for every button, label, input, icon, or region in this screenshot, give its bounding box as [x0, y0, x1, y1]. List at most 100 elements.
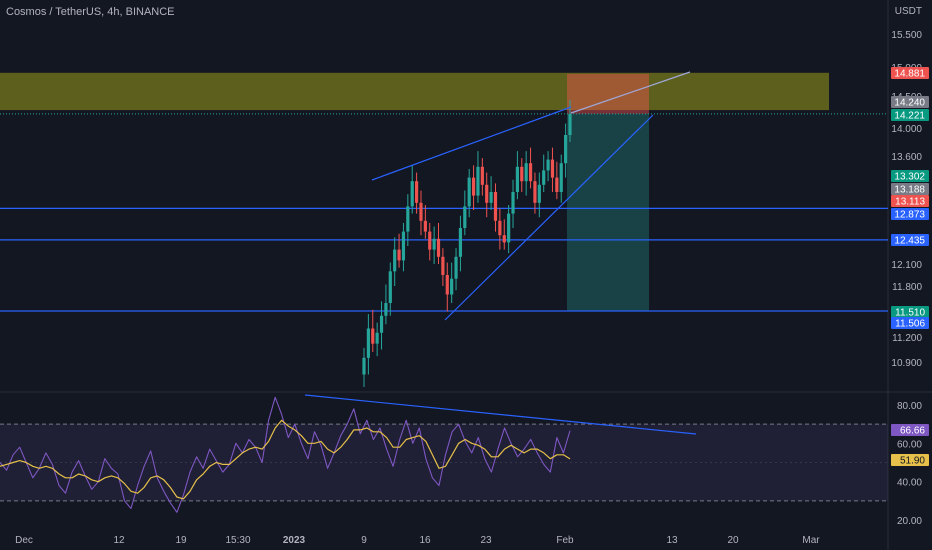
candle-body — [507, 213, 511, 243]
candle — [555, 161, 559, 200]
candle-body — [414, 181, 419, 203]
candle — [489, 176, 493, 210]
price-tag: 14.221 — [891, 109, 929, 122]
price-tag-bg — [891, 109, 929, 121]
wedge-upper-line — [371, 106, 572, 181]
candle-body — [388, 271, 392, 303]
price-tag-bg — [891, 96, 929, 108]
candle — [410, 165, 414, 214]
candle-body — [384, 303, 388, 316]
candle-body — [419, 202, 423, 221]
candle-body — [471, 177, 476, 196]
price-tick-label: 10.900 — [891, 358, 922, 369]
time-tick-label: 15:30 — [225, 535, 250, 546]
candle — [480, 158, 484, 196]
candle-body — [397, 249, 401, 261]
candle — [507, 204, 511, 254]
rsi-ma-value-tag-text: 51.90 — [900, 456, 925, 467]
candle — [511, 179, 515, 228]
time-tick-label: Mar — [802, 535, 820, 546]
candle-body — [450, 278, 454, 295]
price-tag: 12.873 — [891, 208, 929, 221]
candle — [524, 151, 528, 196]
candle-body — [511, 192, 515, 214]
time-tick-label: 16 — [419, 535, 431, 546]
candle-body — [410, 181, 414, 207]
candle — [436, 222, 441, 264]
price-tick-label: 11.800 — [892, 282, 922, 293]
price-tag-text: 14.240 — [894, 98, 925, 109]
price-tick-label: 15.500 — [891, 30, 922, 41]
price-tag-bg — [891, 317, 929, 329]
candle-body — [432, 238, 436, 250]
candle-body — [436, 238, 441, 257]
price-tag-bg — [891, 234, 929, 246]
time-tick-label: 19 — [175, 535, 187, 546]
price-tag: 11.510 — [891, 306, 929, 319]
candle-body — [550, 159, 555, 178]
rsi-tick-label: 80.00 — [897, 401, 922, 412]
price-tag: 13.188 — [891, 183, 929, 196]
price-tick-label: 14.000 — [891, 124, 922, 135]
candle-body — [559, 163, 563, 192]
candle-body — [362, 357, 366, 375]
time-tick-label: Feb — [556, 535, 574, 546]
candle-body — [489, 192, 493, 203]
candle — [520, 158, 524, 192]
price-tag-text: 11.506 — [895, 319, 925, 330]
candle — [458, 215, 463, 272]
price-tag: 14.881 — [891, 67, 929, 80]
currency-label: USDT — [894, 6, 922, 17]
rsi-tick-label: 60.00 — [897, 439, 922, 450]
wedge-lower-line — [444, 114, 654, 321]
price-tag: 12.435 — [891, 234, 929, 247]
candle — [419, 190, 423, 236]
time-tick-label: 23 — [480, 535, 492, 546]
price-tag-bg — [891, 183, 929, 195]
price-tick-label: 13.600 — [891, 152, 922, 163]
candle-body — [520, 166, 524, 182]
candle — [423, 204, 427, 239]
candle — [450, 262, 454, 303]
rsi-ma-value-tag-bg — [891, 454, 929, 466]
time-tick-label: 2023 — [283, 535, 306, 546]
rsi-ma-value-tag: 51.90 — [891, 454, 929, 467]
price-tag-text: 12.435 — [894, 236, 925, 247]
candles-layer — [362, 99, 572, 387]
time-tick-label: 9 — [361, 535, 367, 546]
candle — [388, 262, 392, 316]
candle-body — [454, 256, 458, 279]
candle-body — [555, 177, 559, 192]
price-tag-bg — [891, 67, 929, 79]
candle — [559, 154, 563, 203]
candle-body — [463, 206, 467, 228]
price-tag: 11.506 — [891, 317, 929, 330]
candle-body — [406, 206, 410, 232]
candle-body — [533, 181, 537, 203]
candle — [537, 172, 541, 218]
candle-body — [458, 228, 463, 257]
candle-body — [480, 166, 484, 185]
candle — [550, 147, 555, 192]
candle — [441, 248, 445, 286]
candle — [432, 226, 436, 264]
stop-loss-zone — [567, 73, 649, 114]
candle-body — [537, 184, 541, 203]
rsi-tick-label: 20.00 — [897, 516, 922, 527]
price-tick-label: 11.200 — [892, 333, 922, 344]
candle — [384, 284, 388, 325]
price-tag-text: 11.510 — [895, 308, 925, 319]
candle-body — [401, 231, 406, 261]
candle — [498, 208, 502, 250]
candle — [463, 190, 467, 236]
zones-layer — [0, 72, 829, 311]
price-tag: 13.302 — [891, 170, 929, 183]
price-tag-text: 13.302 — [894, 172, 925, 183]
candle-body — [467, 177, 471, 207]
candle-body — [542, 170, 546, 185]
candle-body — [371, 328, 375, 344]
candle-body — [498, 220, 502, 236]
price-tag-text: 12.873 — [894, 210, 925, 221]
